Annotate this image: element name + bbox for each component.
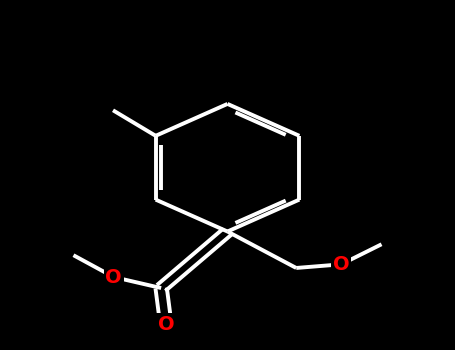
Text: O: O: [106, 268, 122, 287]
Text: O: O: [333, 255, 349, 274]
Text: O: O: [157, 315, 174, 334]
